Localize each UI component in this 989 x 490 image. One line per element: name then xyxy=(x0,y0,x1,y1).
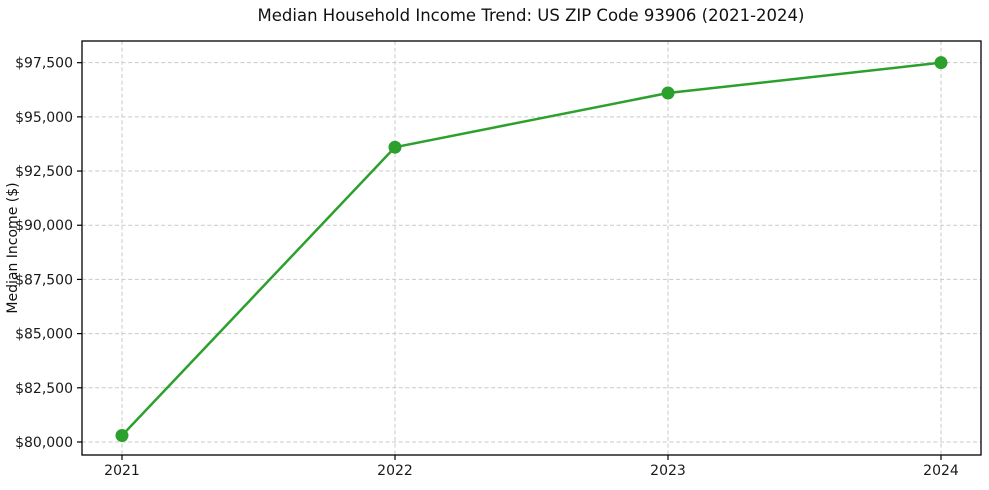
y-tick-label: $97,500 xyxy=(15,56,73,72)
gridlines xyxy=(82,41,981,455)
plot-frame xyxy=(81,40,982,456)
y-tick-label: $95,000 xyxy=(15,110,73,126)
plot-border xyxy=(81,40,982,456)
y-tick-label: $87,500 xyxy=(15,272,73,288)
data-point-marker xyxy=(934,56,948,70)
x-tick-label: 2021 xyxy=(104,463,140,479)
y-tick-label: $80,000 xyxy=(15,435,73,451)
data-point-marker xyxy=(388,140,402,154)
y-tick-label: $82,500 xyxy=(15,381,73,397)
data-point-marker xyxy=(115,428,129,442)
x-tick-label: 2023 xyxy=(650,463,686,479)
chart-title: Median Household Income Trend: US ZIP Co… xyxy=(258,6,805,25)
data-point-marker xyxy=(661,86,675,100)
tick-labels: $80,000 $82,500 $85,000 $87,500 $90,000 $92,5… xyxy=(15,56,959,479)
data-series xyxy=(115,56,948,442)
x-tick-label: 2024 xyxy=(923,463,959,479)
x-tick-label: 2022 xyxy=(377,463,413,479)
axis-ticks xyxy=(77,62,942,460)
y-tick-label: $85,000 xyxy=(15,327,73,343)
y-tick-label: $90,000 xyxy=(15,218,73,234)
trend-line xyxy=(120,61,943,437)
y-tick-label: $92,500 xyxy=(15,164,73,180)
y-axis-label: Median Income ($) xyxy=(5,182,21,313)
